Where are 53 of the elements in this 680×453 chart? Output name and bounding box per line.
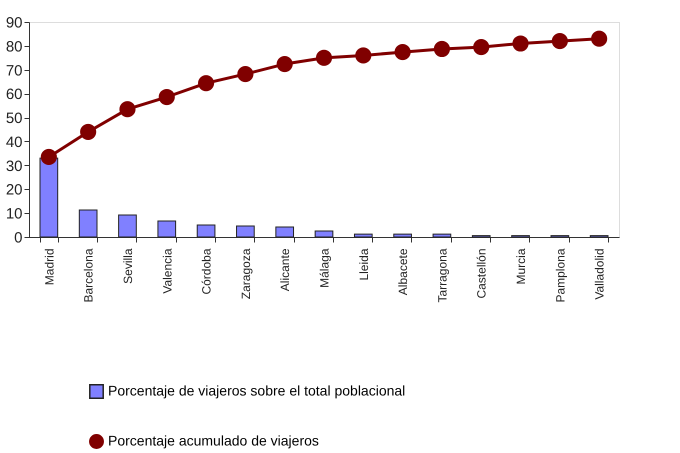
- y-tick-label: 90: [6, 14, 22, 32]
- point: [237, 66, 254, 82]
- bar: [314, 230, 334, 238]
- x-tick-label: Barcelona: [82, 248, 96, 303]
- point: [591, 30, 608, 47]
- bar: [196, 224, 216, 238]
- legend-label: Porcentaje de viajeros sobre el total poblacional: [108, 382, 406, 398]
- point: [198, 75, 214, 92]
- y-tick-label: 70: [6, 62, 22, 80]
- x-tick-label: Pamplona: [553, 248, 568, 303]
- y-tick-label: 80: [6, 38, 22, 56]
- bar: [78, 210, 98, 238]
- point: [276, 56, 293, 72]
- x-tick-label: Madrid: [42, 248, 56, 286]
- y-tick-label: 50: [6, 110, 22, 128]
- point: [473, 39, 490, 56]
- bar: [118, 214, 137, 238]
- point: [40, 148, 57, 166]
- bar: [157, 220, 176, 238]
- x-tick-label: Córdoba: [200, 248, 214, 295]
- point: [512, 35, 529, 52]
- x-tick-label: Alicante: [278, 248, 292, 292]
- bar: [432, 234, 452, 238]
- y-tick-label: 0: [14, 230, 22, 246]
- bar: [354, 234, 373, 238]
- legend-label: Porcentaje acumulado de viajeros: [108, 432, 319, 448]
- bar: [393, 234, 412, 238]
- x-tick-label: Zaragoza: [238, 248, 253, 300]
- x-tick-label: Sevilla: [120, 248, 135, 284]
- point: [316, 50, 332, 66]
- point: [434, 40, 450, 58]
- point: [119, 101, 136, 118]
- bar: [236, 226, 255, 238]
- point: [80, 124, 96, 140]
- y-tick-label: 40: [6, 134, 22, 151]
- point: [552, 33, 568, 50]
- x-tick-label: Málaga: [318, 248, 332, 288]
- x-tick-label: Valencia: [160, 248, 174, 294]
- x-tick-label: Tarragona: [435, 248, 450, 303]
- y-tick-label: 60: [6, 86, 22, 104]
- x-tick-label: Valladolid: [592, 248, 607, 300]
- point: [158, 88, 175, 106]
- y-tick-label: 10: [6, 206, 22, 223]
- bar: [40, 158, 58, 238]
- x-tick-label: Castellón: [474, 248, 489, 299]
- point: [355, 47, 372, 64]
- bar: [275, 226, 294, 238]
- y-tick-label: 30: [6, 158, 22, 175]
- x-tick-label: Albacete: [396, 248, 410, 296]
- x-tick-label: Lleida: [356, 248, 371, 281]
- point: [394, 44, 411, 60]
- y-tick-label: 20: [6, 182, 22, 199]
- x-tick-label: Murcia: [514, 248, 528, 285]
